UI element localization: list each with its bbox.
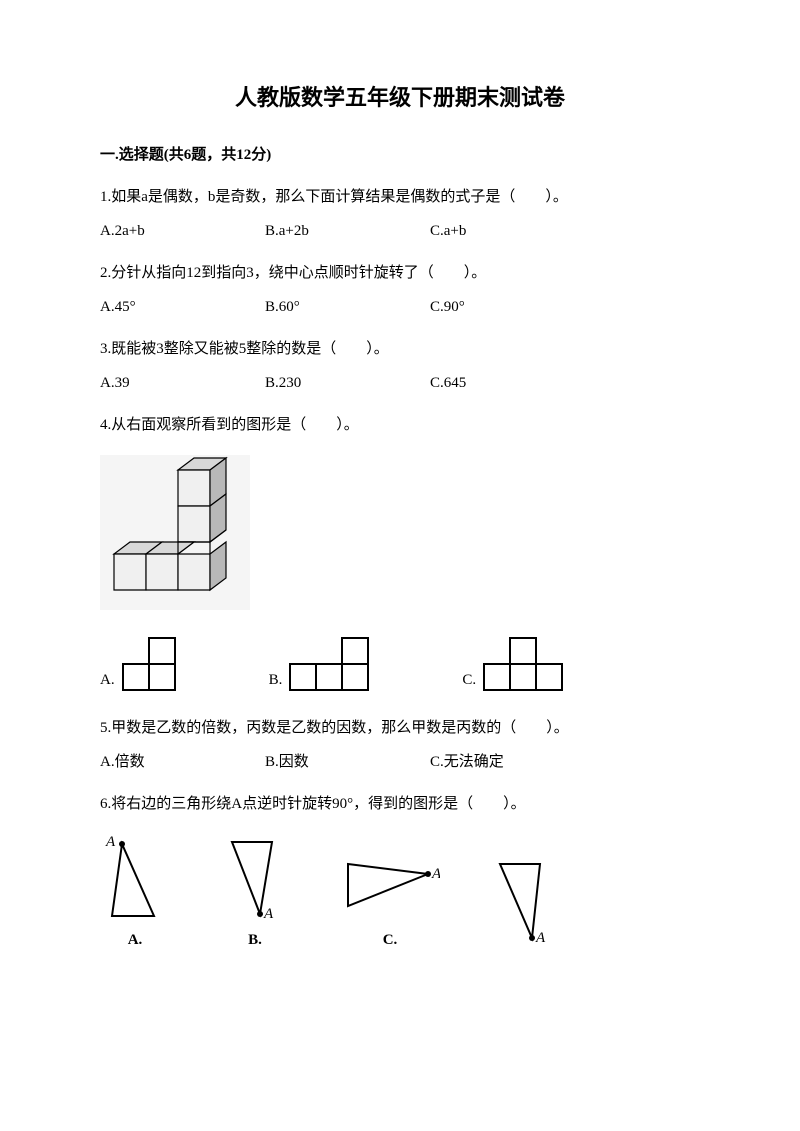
option-a: A.45° — [100, 295, 265, 319]
cube-svg — [100, 455, 250, 610]
option-c: C.a+b — [430, 219, 595, 243]
question-text: 6.将右边的三角形绕A点逆时针旋转90°，得到的图形是（ ）。 — [100, 792, 700, 816]
option-a: A.39 — [100, 371, 265, 395]
question-3: 3.既能被3整除又能被5整除的数是（ ）。 A.39 B.230 C.645 — [100, 337, 700, 395]
grid-icon — [480, 636, 566, 692]
option-a: A.2a+b — [100, 219, 265, 243]
option-label: B. — [248, 928, 262, 952]
triangle-icon: A — [490, 858, 560, 948]
shape-option-c: C. — [462, 636, 566, 692]
question-text: 3.既能被3整除又能被5整除的数是（ ）。 — [100, 337, 700, 361]
svg-text:A: A — [263, 906, 274, 922]
q4-shape-options: A. B. C. — [100, 636, 700, 692]
question-4: 4.从右面观察所看到的图形是（ ）。 — [100, 413, 700, 437]
option-label: A. — [128, 928, 143, 952]
section-heading: 一.选择题(共6题，共12分) — [100, 143, 700, 167]
triangle-original: A — [490, 858, 560, 952]
options-row: A.39 B.230 C.645 — [100, 371, 700, 395]
option-label: B. — [269, 668, 283, 692]
q6-triangle-row: A A. A B. A C. A — [100, 834, 700, 952]
triangle-option-c: A C. — [340, 854, 440, 952]
option-label: C. — [462, 668, 476, 692]
grid-icon — [286, 636, 372, 692]
svg-text:A: A — [431, 866, 440, 882]
option-label: C. — [383, 928, 398, 952]
triangle-icon: A — [220, 834, 290, 924]
question-1: 1.如果a是偶数，b是奇数，那么下面计算结果是偶数的式子是（ ）。 A.2a+b… — [100, 185, 700, 243]
question-text: 2.分针从指向12到指向3，绕中心点顺时针旋转了（ ）。 — [100, 261, 700, 285]
svg-text:A: A — [535, 930, 546, 946]
triangle-option-a: A A. — [100, 834, 170, 952]
svg-text:A: A — [105, 834, 116, 850]
triangle-icon: A — [100, 834, 170, 924]
triangle-icon: A — [340, 854, 440, 924]
options-row: A.45° B.60° C.90° — [100, 295, 700, 319]
question-text: 4.从右面观察所看到的图形是（ ）。 — [100, 413, 700, 437]
triangle-option-b: A B. — [220, 834, 290, 952]
options-row: A.倍数 B.因数 C.无法确定 — [100, 750, 700, 774]
question-text: 1.如果a是偶数，b是奇数，那么下面计算结果是偶数的式子是（ ）。 — [100, 185, 700, 209]
option-b: B.60° — [265, 295, 430, 319]
cube-3d-figure — [100, 455, 700, 618]
question-5: 5.甲数是乙数的倍数，丙数是乙数的因数，那么甲数是丙数的（ ）。 A.倍数 B.… — [100, 716, 700, 774]
option-b: B.230 — [265, 371, 430, 395]
option-b: B.因数 — [265, 750, 430, 774]
question-text: 5.甲数是乙数的倍数，丙数是乙数的因数，那么甲数是丙数的（ ）。 — [100, 716, 700, 740]
grid-icon — [119, 636, 179, 692]
option-c: C.无法确定 — [430, 750, 595, 774]
option-c: C.90° — [430, 295, 595, 319]
shape-option-a: A. — [100, 636, 179, 692]
page-title: 人教版数学五年级下册期末测试卷 — [100, 80, 700, 115]
shape-option-b: B. — [269, 636, 373, 692]
question-6: 6.将右边的三角形绕A点逆时针旋转90°，得到的图形是（ ）。 — [100, 792, 700, 816]
option-b: B.a+2b — [265, 219, 430, 243]
option-c: C.645 — [430, 371, 595, 395]
option-a: A.倍数 — [100, 750, 265, 774]
option-label: A. — [100, 668, 115, 692]
question-2: 2.分针从指向12到指向3，绕中心点顺时针旋转了（ ）。 A.45° B.60°… — [100, 261, 700, 319]
options-row: A.2a+b B.a+2b C.a+b — [100, 219, 700, 243]
